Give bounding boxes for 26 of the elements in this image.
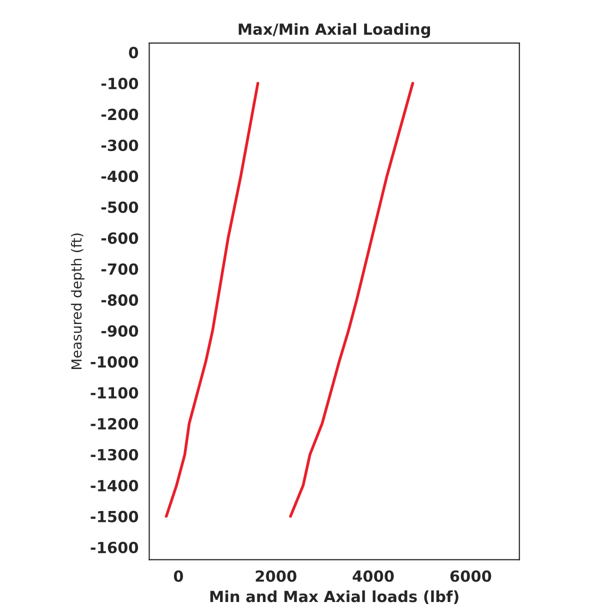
x-tick-label: 6000 — [450, 570, 492, 582]
y-tick-label: -400 — [101, 170, 138, 182]
y-tick-label: -500 — [101, 201, 138, 214]
chart-title: Max/Min Axial Loading — [238, 23, 430, 38]
y-tick-label: -700 — [101, 263, 138, 275]
y-tick-label: -1600 — [90, 542, 138, 554]
y-tick-label: -1400 — [90, 480, 138, 492]
line-series — [289, 82, 414, 518]
y-tick-label: -1000 — [90, 356, 138, 368]
y-tick-label: 0 — [128, 46, 138, 58]
y-tick-label: -100 — [101, 78, 138, 90]
x-tick-label: 2000 — [256, 570, 296, 582]
x-axis-title: Min and Max Axial loads (lbf) — [210, 590, 458, 604]
line-series — [164, 82, 260, 518]
y-tick-label: -600 — [101, 232, 138, 244]
y-tick-label: -800 — [101, 294, 138, 306]
y-tick-label: -900 — [101, 325, 138, 337]
y-tick-label: -1300 — [90, 448, 138, 460]
y-tick-label: -1500 — [90, 510, 138, 522]
y-tick-label: -300 — [101, 140, 138, 152]
x-tick-label: 0 — [174, 570, 184, 582]
y-tick-label: -1100 — [90, 387, 138, 399]
x-tick-label: 4000 — [352, 570, 394, 582]
y-tick-label: -1200 — [90, 418, 138, 430]
y-axis-title: Measured depth (ft) — [70, 234, 84, 369]
y-tick-label: -200 — [101, 108, 138, 120]
